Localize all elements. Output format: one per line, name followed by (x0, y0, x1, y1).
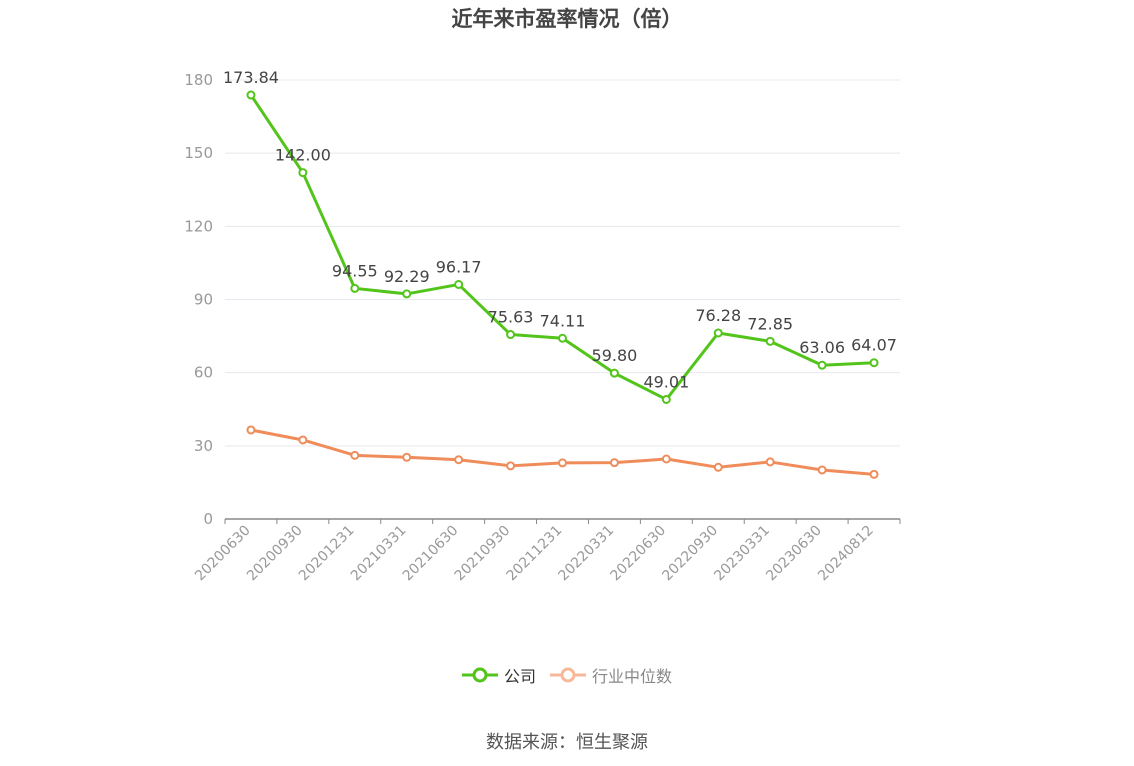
data-label: 72.85 (747, 314, 793, 333)
data-point-company[interactable] (246, 90, 256, 100)
data-point-company[interactable] (350, 283, 360, 293)
data-label: 173.84 (223, 68, 279, 87)
data-point-company[interactable] (298, 168, 308, 178)
data-point-industry[interactable] (869, 469, 879, 479)
data-label: 49.01 (643, 372, 689, 391)
data-point-company[interactable] (558, 333, 567, 343)
x-tick-label: 20230331 (711, 523, 773, 585)
x-tick-label: 20210630 (400, 523, 462, 585)
data-point-company[interactable] (454, 279, 464, 289)
data-point-industry[interactable] (558, 458, 567, 468)
x-tick-label: 20200630 (192, 523, 254, 585)
data-point-industry[interactable] (454, 455, 464, 465)
x-tick-label: 20220930 (659, 523, 721, 585)
legend-label-industry: 行业中位数 (592, 667, 673, 686)
x-tick-label: 20200930 (244, 523, 306, 585)
data-point-industry[interactable] (661, 454, 671, 464)
y-tick-label: 180 (184, 71, 213, 89)
data-point-company[interactable] (661, 394, 671, 404)
chart-legend: 公司 行业中位数 (0, 663, 1134, 687)
data-point-company[interactable] (765, 336, 775, 346)
data-point-industry[interactable] (402, 452, 412, 462)
x-tick-label: 20220630 (607, 523, 669, 585)
legend-marker-company-icon (461, 667, 498, 683)
series-line-company (249, 94, 875, 401)
data-point-industry[interactable] (713, 462, 723, 472)
data-point-company[interactable] (713, 328, 723, 338)
data-point-industry[interactable] (350, 450, 360, 460)
x-tick-label: 20211231 (504, 523, 566, 585)
data-point-company[interactable] (506, 330, 516, 340)
y-tick-label: 90 (194, 291, 213, 309)
data-label: 76.28 (695, 306, 741, 325)
data-point-industry[interactable] (298, 435, 308, 445)
data-point-company[interactable] (402, 289, 412, 299)
data-point-industry[interactable] (506, 461, 516, 471)
y-tick-label: 60 (194, 364, 213, 382)
data-label: 64.07 (851, 336, 897, 355)
data-label: 96.17 (436, 257, 482, 276)
data-point-industry[interactable] (609, 458, 619, 468)
x-tick-label: 20210930 (452, 523, 514, 585)
data-label: 92.29 (384, 267, 430, 286)
data-point-industry[interactable] (765, 457, 775, 467)
data-label: 142.00 (275, 146, 331, 165)
chart-title: 近年来市盈率情况（倍） (451, 7, 683, 31)
data-label: 63.06 (799, 338, 845, 357)
legend-marker-industry-icon (550, 667, 586, 683)
x-tick-label: 20240812 (815, 523, 877, 585)
x-tick-label: 20201231 (296, 523, 358, 585)
data-point-company[interactable] (817, 360, 827, 370)
data-point-industry[interactable] (246, 425, 256, 435)
data-label: 59.80 (592, 346, 638, 365)
y-tick-label: 150 (184, 144, 213, 162)
data-label: 94.55 (332, 261, 378, 280)
data-point-company[interactable] (869, 358, 879, 368)
series-line-industry (250, 428, 875, 476)
x-tick-label: 20220331 (556, 523, 618, 585)
y-tick-label: 30 (194, 437, 213, 455)
x-tick-label: 20210331 (348, 523, 410, 585)
x-tick-label: 20230630 (763, 523, 825, 585)
data-point-industry[interactable] (817, 465, 827, 475)
legend-item-industry[interactable]: 行业中位数 (550, 663, 672, 687)
data-point-company[interactable] (609, 368, 619, 378)
legend-item-company[interactable]: 公司 (461, 663, 536, 687)
data-label: 74.11 (540, 311, 586, 330)
y-tick-label: 120 (184, 217, 213, 235)
legend-label-company: 公司 (503, 667, 536, 686)
y-tick-label: 0 (203, 510, 213, 528)
data-label: 75.63 (488, 308, 534, 327)
source-note: 数据来源：恒生聚源 (486, 732, 648, 753)
